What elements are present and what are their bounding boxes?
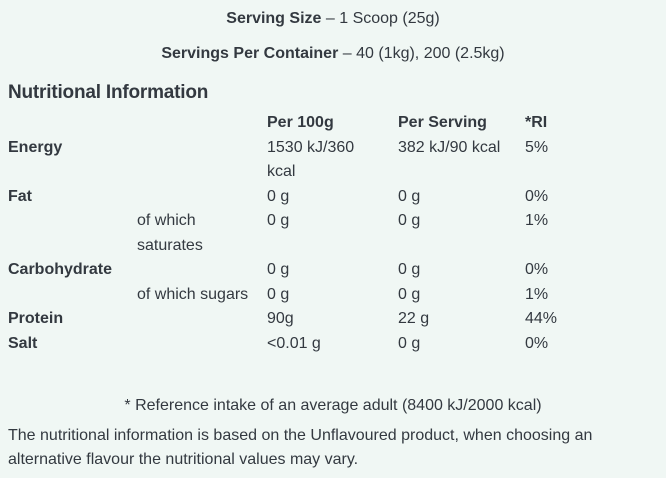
- row-value-per-100g: 0 g: [267, 212, 290, 229]
- row-value-per-serving: 22 g: [398, 310, 430, 327]
- row-value-per-100g: <0.01 g: [267, 334, 321, 352]
- table-row-fat: Fat 0 g 0 g 0%: [8, 185, 658, 210]
- row-value-per-serving: 0 g: [398, 261, 421, 278]
- row-value-ri: 0%: [525, 261, 549, 278]
- row-value-per-serving: 0 g: [398, 285, 421, 303]
- row-label: of which sugars: [137, 285, 249, 303]
- table-row-carbohydrate: Carbohydrate 0 g 0 g 0%: [8, 258, 658, 283]
- table-row-protein: Protein 90g 22 g 44%: [8, 307, 658, 332]
- row-value-per-serving: 0 g: [398, 212, 421, 229]
- row-value-per-serving: 382 kJ/90 kcal: [398, 138, 501, 156]
- row-value-ri: 5%: [525, 138, 549, 156]
- row-value-per-100g: 0 g: [267, 187, 290, 205]
- row-label: of which saturates: [137, 212, 203, 254]
- table-row-salt: Salt <0.01 g 0 g 0%: [8, 332, 658, 357]
- row-label: Fat: [8, 187, 32, 205]
- row-value-ri: 44%: [525, 310, 558, 327]
- serving-size-label: Serving Size: [226, 10, 322, 27]
- row-value-per-100g: 90g: [267, 310, 294, 327]
- section-title: Nutritional Information: [8, 82, 209, 103]
- row-value-ri: 1%: [525, 212, 549, 229]
- row-value-per-100g: 0 g: [267, 261, 290, 278]
- row-label: Energy: [8, 138, 63, 156]
- column-header-ri: *RI: [525, 114, 548, 131]
- servings-per-container-value: – 40 (1kg), 200 (2.5kg): [342, 45, 505, 62]
- table-row-saturates: of which saturates 0 g 0 g 1%: [8, 209, 658, 258]
- row-label: Salt: [8, 334, 38, 352]
- column-header-per-serving: Per Serving: [398, 114, 487, 131]
- row-value-ri: 1%: [525, 285, 549, 303]
- table-header-row: Per 100g Per Serving *RI: [8, 111, 658, 136]
- row-value-per-serving: 0 g: [398, 334, 421, 352]
- servings-per-container-line: Servings Per Container – 40 (1kg), 200 (…: [8, 31, 658, 66]
- row-label: Carbohydrate: [8, 261, 113, 278]
- table-row-energy: Energy 1530 kJ/360 kcal 382 kJ/90 kcal 5…: [8, 136, 658, 185]
- serving-size-value: – 1 Scoop (25g): [325, 10, 440, 27]
- serving-size-line: Serving Size – 1 Scoop (25g): [8, 0, 658, 31]
- row-value-ri: 0%: [525, 334, 549, 352]
- flavour-disclaimer: The nutritional information is based on …: [8, 426, 593, 469]
- reference-intake-footnote: * Reference intake of an average adult (…: [124, 397, 542, 414]
- row-value-per-100g: 0 g: [267, 285, 290, 303]
- servings-per-container-label: Servings Per Container: [161, 45, 339, 62]
- row-value-per-100g: 1530 kJ/360 kcal: [267, 138, 355, 181]
- nutrition-table: Per 100g Per Serving *RI Energy 1530 kJ/…: [8, 111, 658, 356]
- table-row-sugars: of which sugars 0 g 0 g 1%: [8, 283, 658, 308]
- column-header-per-100g: Per 100g: [267, 114, 334, 131]
- row-value-per-serving: 0 g: [398, 187, 421, 205]
- row-value-ri: 0%: [525, 187, 549, 205]
- row-label: Protein: [8, 310, 64, 327]
